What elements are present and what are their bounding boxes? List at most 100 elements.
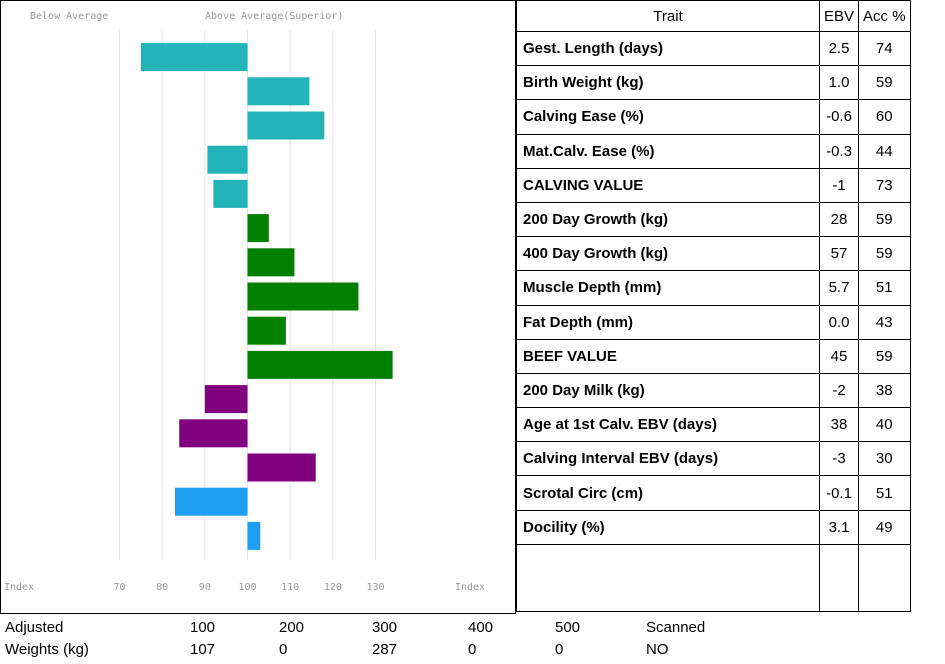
table-cell: 60 [858, 99, 911, 135]
table-cell: 57 [818, 236, 860, 272]
table-row: Calving Interval EBV (days) -3 30 [516, 441, 911, 477]
bar [247, 282, 359, 311]
table-cell: -0.1 [818, 475, 860, 511]
table-cell: 43 [858, 304, 911, 340]
table-row: Birth Weight (kg) 1.0 59 [516, 65, 911, 101]
table-row: Muscle Depth (mm) 5.7 51 [516, 270, 911, 306]
left-label: Below Average [30, 11, 108, 22]
weights-cell: 107 [190, 641, 216, 658]
ebv-table: Trait EBV Acc % Gest. Length (days) 2.5 74 Bir… [516, 0, 911, 612]
table-row: 400 Day Growth (kg) 57 59 [516, 236, 911, 272]
weights-cell: 200 [279, 619, 305, 636]
table-cell: Docility (%) [516, 509, 820, 545]
table-cell: 45 [818, 338, 860, 374]
bar [247, 521, 261, 550]
bar [179, 419, 248, 448]
table-cell: 59 [858, 338, 911, 374]
table-cell: CALVING VALUE [516, 167, 820, 203]
table-cell: 74 [858, 30, 911, 67]
table-cell: 28 [818, 201, 860, 238]
table-cell: -2 [818, 372, 860, 409]
table-cell: -0.6 [818, 99, 860, 135]
table-cell: 73 [858, 167, 911, 203]
table-row: Docility (%) 3.1 49 [516, 509, 911, 545]
table-cell: -0.3 [818, 133, 860, 169]
weights-cell: 400 [468, 619, 494, 636]
table-row: Mat.Calv. Ease (%) -0.3 44 [516, 133, 911, 169]
empty-cell [818, 543, 860, 612]
header-cell: Trait [516, 0, 820, 32]
table-cell: 44 [858, 133, 911, 169]
empty-row [516, 543, 911, 612]
table-row: CALVING VALUE -1 73 [516, 167, 911, 203]
table-cell: 59 [858, 236, 911, 272]
table-cell: 1.0 [818, 65, 860, 101]
weights-cell: Adjusted [5, 619, 64, 636]
table-row: Age at 1st Calv. EBV (days) 38 40 [516, 407, 911, 443]
table-row: 200 Day Milk (kg) -2 38 [516, 372, 911, 409]
bar [247, 248, 295, 277]
bar [207, 145, 248, 174]
table-cell: 40 [858, 407, 911, 443]
x-tick-label: 70 [113, 582, 125, 593]
table-cell: 2.5 [818, 30, 860, 67]
header-cell: Acc % [858, 0, 911, 32]
table-cell: 51 [858, 270, 911, 306]
weights-cell: Weights (kg) [5, 641, 89, 658]
table-cell: 3.1 [818, 509, 860, 545]
table-cell: Calving Interval EBV (days) [516, 441, 820, 477]
table-cell: 59 [858, 201, 911, 238]
chart-frame [0, 0, 516, 614]
weights-cell: NO [646, 641, 669, 658]
table-row: BEEF VALUE 45 59 [516, 338, 911, 374]
x-tick-label: 80 [156, 582, 168, 593]
table-cell: Calving Ease (%) [516, 99, 820, 135]
bar [140, 43, 248, 72]
weights-cell: 500 [555, 619, 581, 636]
bar [247, 316, 286, 345]
table-row: Scrotal Circ (cm) -0.1 51 [516, 475, 911, 511]
empty-cell [858, 543, 911, 612]
table-cell: BEEF VALUE [516, 338, 820, 374]
x-tick-label: 130 [366, 582, 384, 593]
table-cell: 51 [858, 475, 911, 511]
table-cell: 59 [858, 65, 911, 101]
weights-cell: Scanned [646, 619, 706, 636]
header-cell: EBV [818, 0, 860, 32]
table-cell: Gest. Length (days) [516, 30, 820, 67]
table-row: 200 Day Growth (kg) 28 59 [516, 201, 911, 238]
weights-cell: 0 [279, 641, 288, 658]
table-cell: 5.7 [818, 270, 860, 306]
weights-cell: 100 [190, 619, 216, 636]
table-cell: Fat Depth (mm) [516, 304, 820, 340]
table-cell: 38 [858, 372, 911, 409]
table-row: Fat Depth (mm) 0.0 43 [516, 304, 911, 340]
table-cell: 400 Day Growth (kg) [516, 236, 820, 272]
table-cell: -1 [818, 167, 860, 203]
weights-cell: 300 [372, 619, 398, 636]
empty-cell [516, 543, 820, 612]
axis-label: Index [455, 582, 485, 593]
table-cell: 200 Day Growth (kg) [516, 201, 820, 238]
weights-cell: 287 [372, 641, 398, 658]
bar [247, 350, 393, 379]
table-row: Gest. Length (days) 2.5 74 [516, 30, 911, 67]
table-cell: Mat.Calv. Ease (%) [516, 133, 820, 169]
x-tick-label: 120 [324, 582, 342, 593]
x-tick-label: 110 [281, 582, 299, 593]
chart: Below Average Above Average(Superior) In… [0, 0, 516, 614]
x-tick-label: 90 [199, 582, 211, 593]
table-cell: 49 [858, 509, 911, 545]
table-cell: 30 [858, 441, 911, 477]
bar [247, 214, 269, 243]
bar [247, 77, 310, 106]
table-cell: Birth Weight (kg) [516, 65, 820, 101]
table-cell: Age at 1st Calv. EBV (days) [516, 407, 820, 443]
x-tick-label: 100 [238, 582, 256, 593]
axis-label: Index [4, 582, 34, 593]
table-cell: 200 Day Milk (kg) [516, 372, 820, 409]
table-cell: -3 [818, 441, 860, 477]
table-cell: 0.0 [818, 304, 860, 340]
bar [213, 179, 248, 208]
